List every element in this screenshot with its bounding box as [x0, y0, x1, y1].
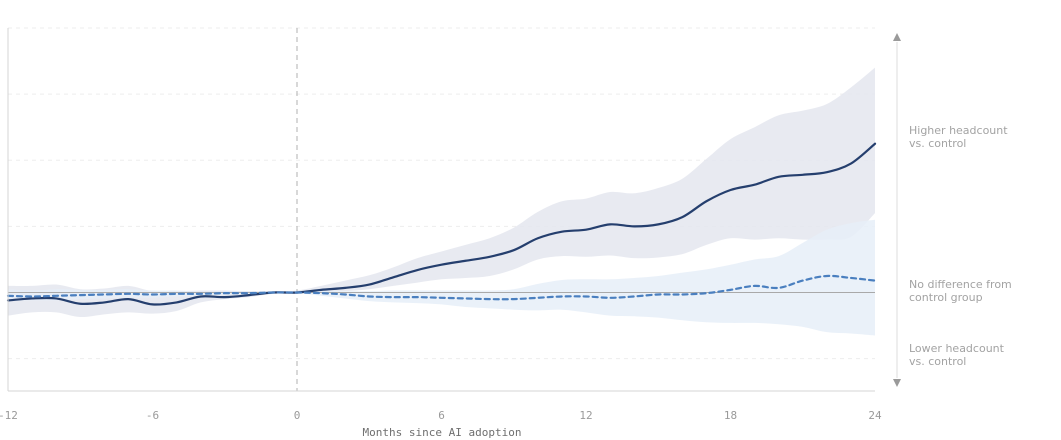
- down-arrow-icon: [893, 379, 901, 387]
- annotation-no-difference: No difference from control group: [909, 278, 1059, 304]
- confidence-band-1: [8, 219, 875, 336]
- x-tick-label--6: -6: [146, 409, 159, 422]
- x-tick-label-12: 12: [579, 409, 592, 422]
- annotation-lower-line-1: Lower headcount: [909, 342, 1004, 355]
- annotation-higher-line-1: Higher headcount: [909, 124, 1008, 137]
- x-tick-label--12: -12: [0, 409, 18, 422]
- x-tick-label-24: 24: [868, 409, 882, 422]
- up-arrow-icon: [893, 33, 901, 41]
- x-axis-title: Months since AI adoption: [363, 426, 522, 439]
- annotation-higher-headcount: Higher headcount vs. control: [909, 124, 1059, 150]
- annotation-higher-line-2: vs. control: [909, 137, 967, 150]
- series-line-1: [6, 274, 877, 301]
- annotation-none-line-2: control group: [909, 291, 983, 304]
- x-tick-label-18: 18: [724, 409, 737, 422]
- annotation-none-line-1: No difference from: [909, 278, 1012, 291]
- annotation-lower-line-2: vs. control: [909, 355, 967, 368]
- x-tick-label-6: 6: [438, 409, 445, 422]
- series-line-0: [6, 142, 877, 306]
- annotation-lower-headcount: Lower headcount vs. control: [909, 342, 1059, 368]
- x-tick-label-0: 0: [294, 409, 301, 422]
- confidence-band-0: [8, 67, 875, 318]
